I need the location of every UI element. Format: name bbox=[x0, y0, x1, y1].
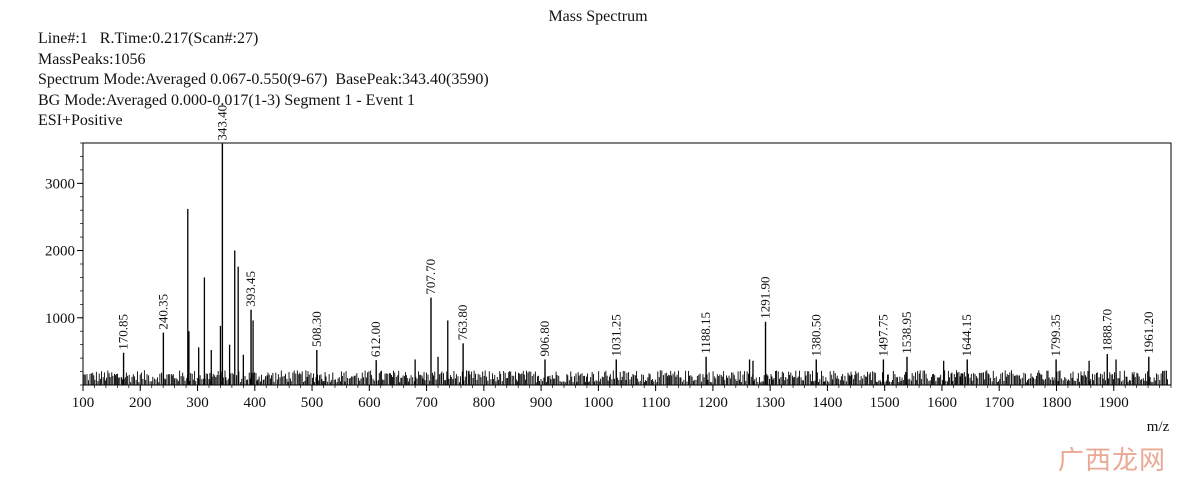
mass-peaks-info: MassPeaks:1056 bbox=[38, 50, 146, 68]
acquisition-info: Line#:1 R.Time:0.217(Scan#:27) MassPeaks… bbox=[38, 29, 489, 132]
x-tick-label: 1400 bbox=[812, 395, 842, 411]
y-tick-label: 2000 bbox=[45, 244, 75, 260]
x-tick-label: 1100 bbox=[641, 395, 670, 411]
peak-label: 1644.15 bbox=[959, 314, 974, 356]
peak-label: 343.40 bbox=[214, 105, 229, 141]
x-tick-label: 500 bbox=[301, 395, 324, 411]
y-tick-label: 1000 bbox=[45, 311, 75, 327]
plot-frame bbox=[82, 142, 1172, 386]
x-tick-label: 1300 bbox=[755, 395, 785, 411]
y-tick-label: 3000 bbox=[45, 176, 75, 192]
x-tick-label: 300 bbox=[186, 395, 209, 411]
peak-label: 612.00 bbox=[368, 321, 383, 357]
ionization-info: ESI+Positive bbox=[38, 112, 123, 129]
x-tick-label: 900 bbox=[530, 395, 553, 411]
x-tick-label: 1500 bbox=[870, 395, 900, 411]
bg-mode-info: BG Mode:Averaged 0.000-0.017(1-3) Segmen… bbox=[38, 91, 415, 109]
x-tick-label: 700 bbox=[415, 395, 438, 411]
x-tick-label: 1900 bbox=[1099, 395, 1129, 411]
peak-label: 707.70 bbox=[423, 259, 438, 295]
peak-label: 1380.50 bbox=[808, 314, 823, 356]
peak-label: 240.35 bbox=[155, 294, 170, 330]
peak-label: 1291.90 bbox=[758, 277, 773, 319]
x-tick-label: 100 bbox=[72, 395, 95, 411]
chart-title: Mass Spectrum bbox=[548, 8, 648, 25]
peak-label: 1888.70 bbox=[1099, 309, 1114, 351]
line-info: Line#:1 R.Time:0.217(Scan#:27) bbox=[38, 30, 259, 47]
watermark-logo: 广西龙网 bbox=[1057, 446, 1166, 476]
x-tick-label: 200 bbox=[129, 395, 152, 411]
x-tick-label: 400 bbox=[244, 395, 267, 411]
peak-label: 1538.95 bbox=[899, 312, 914, 354]
x-tick-label: 1700 bbox=[984, 395, 1014, 411]
peak-label: 508.30 bbox=[309, 311, 324, 347]
peak-label: 1961.20 bbox=[1141, 312, 1156, 354]
x-tick-label: 1800 bbox=[1041, 395, 1071, 411]
peak-label: 1497.75 bbox=[875, 314, 890, 356]
spectrum-mode-info: Spectrum Mode:Averaged 0.067-0.550(9-67)… bbox=[38, 71, 489, 88]
x-tick-label: 600 bbox=[358, 395, 381, 411]
peak-label: 1031.25 bbox=[608, 314, 623, 356]
x-tick-label: 800 bbox=[473, 395, 496, 411]
peak-label: 1188.15 bbox=[698, 312, 713, 354]
x-tick-label: 1600 bbox=[927, 395, 957, 411]
x-axis-label: m/z bbox=[1147, 419, 1170, 435]
peak-label: 393.45 bbox=[243, 271, 258, 307]
x-tick-label: 1000 bbox=[583, 395, 613, 411]
peak-label: 906.80 bbox=[537, 321, 552, 357]
peak-label: 1799.35 bbox=[1048, 314, 1063, 356]
x-tick-label: 1200 bbox=[698, 395, 728, 411]
peak-label: 170.85 bbox=[116, 314, 131, 350]
peak-label: 763.80 bbox=[455, 305, 470, 341]
